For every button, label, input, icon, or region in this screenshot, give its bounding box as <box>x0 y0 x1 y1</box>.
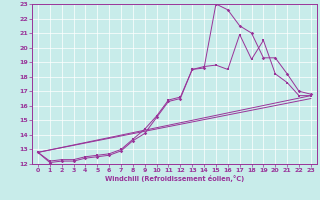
X-axis label: Windchill (Refroidissement éolien,°C): Windchill (Refroidissement éolien,°C) <box>105 175 244 182</box>
